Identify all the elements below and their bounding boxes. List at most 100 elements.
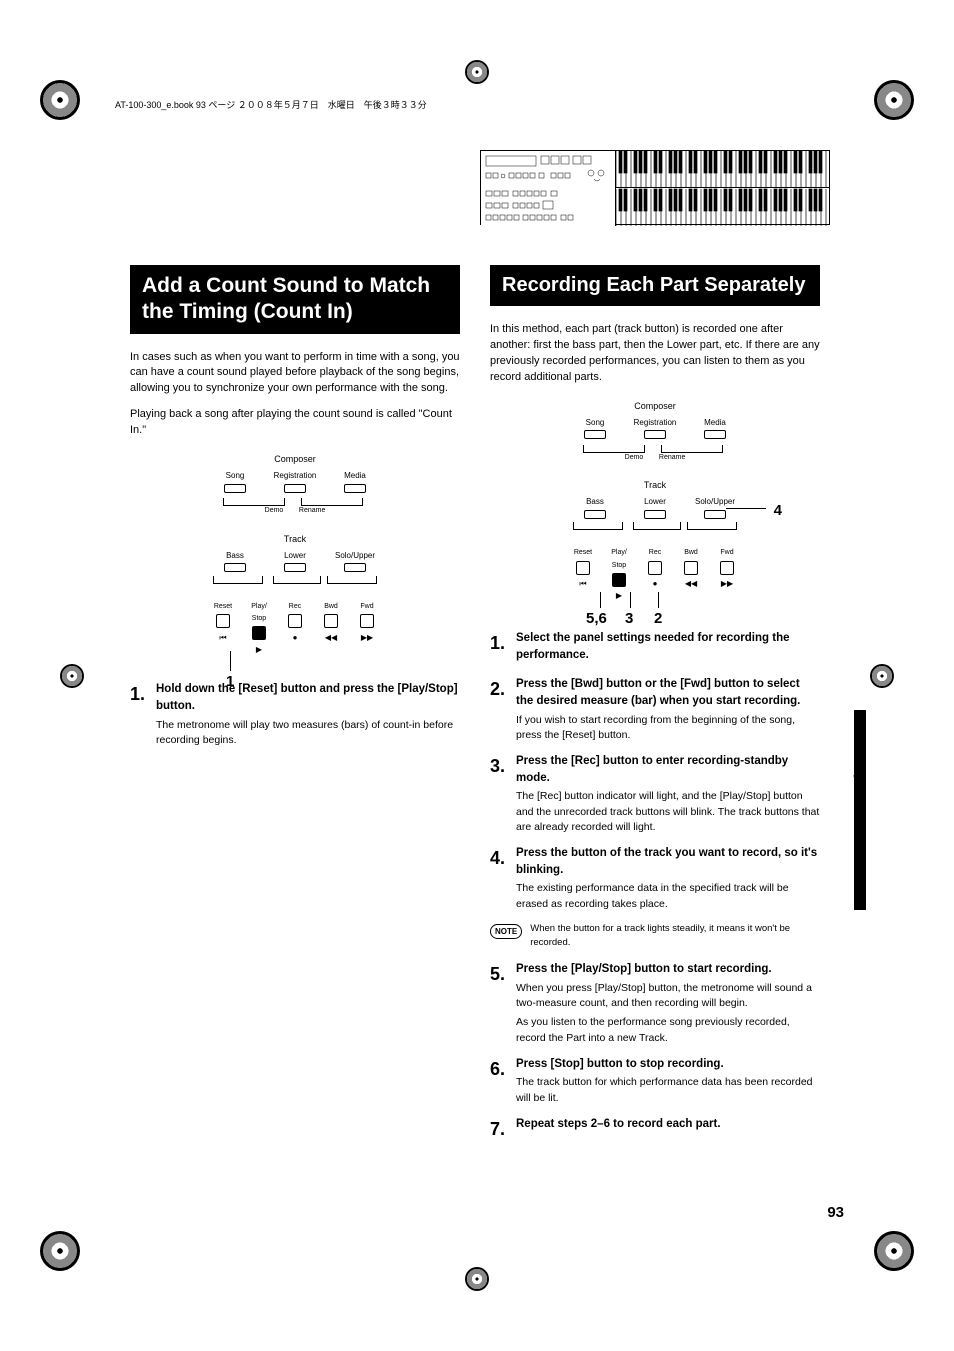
step-item: 1. Select the panel settings needed for … [490,630,820,666]
note-block: NOTE When the button for a track lights … [490,922,820,950]
right-column: Recording Each Part Separately In this m… [490,265,820,1152]
panel-button [576,561,590,575]
panel-button [344,563,366,572]
panel-btn-label: Lower [644,497,666,506]
panel-button [584,430,606,439]
panel-button [644,510,666,519]
panel-btn-label: Media [344,471,366,480]
step-item: 1. Hold down the [Reset] button and pres… [130,681,460,748]
panel-section-label: Composer [205,453,385,466]
step-heading: Select the panel settings needed for rec… [516,630,820,663]
callout-number: 2 [654,608,662,630]
callout-number: 3 [625,608,633,630]
step-heading: Hold down the [Reset] button and press t… [156,681,460,714]
panel-btn-label: Play/ Stop [251,603,267,622]
panel-section-label: Composer [565,400,745,413]
panel-btn-label: Registration [274,471,317,480]
panel-btn-label: Play/ Stop [611,549,627,568]
panel-button [612,573,626,587]
panel-btn-label: Reset [574,549,592,556]
callout-number: 4 [774,500,782,522]
panel-button [344,484,366,493]
composer-panel-diagram: Composer Song Registration Media Demo Re… [130,453,460,655]
panel-button [360,614,374,628]
panel-button [324,614,338,628]
step-heading: Press the [Bwd] button or the [Fwd] butt… [516,676,820,709]
crop-mark [465,1267,489,1291]
panel-btn-label: Solo/Upper [335,551,375,560]
panel-button [704,510,726,519]
panel-button [648,561,662,575]
step-body: The existing performance data in the spe… [516,881,820,911]
step-item: 2. Press the [Bwd] button or the [Fwd] b… [490,676,820,743]
crop-mark [60,664,84,688]
crop-mark [465,60,489,84]
intro-text: Playing back a song after playing the co… [130,407,460,439]
step-heading: Press the [Play/Stop] button to start re… [516,961,820,978]
step-number: 4. [490,845,508,871]
step-heading: Press [Stop] button to stop recording. [516,1056,820,1073]
section-heading: Add a Count Sound to Match the Timing (C… [130,265,460,334]
crop-mark [870,664,894,688]
panel-btn-label: Rec [289,603,301,610]
panel-section-label: Track [565,479,745,492]
crop-mark [40,80,80,120]
header-metadata: AT-100-300_e.book 93 ページ ２００８年５月７日 水曜日 午… [115,98,427,111]
panel-btn-label: Fwd [720,549,733,556]
panel-button [224,563,246,572]
panel-button [284,563,306,572]
step-heading: Press the [Rec] button to enter recordin… [516,753,820,786]
panel-button [288,614,302,628]
panel-btn-label: Media [704,418,726,427]
panel-sublabel: Demo [265,507,284,514]
section-heading: Recording Each Part Separately [490,265,820,306]
panel-section-label: Track [205,533,385,546]
panel-button [284,484,306,493]
panel-sublabel: Rename [299,507,325,514]
panel-sublabel: Demo [625,454,644,461]
step-body: The [Rec] button indicator will light, a… [516,789,820,835]
intro-text: In cases such as when you want to perfor… [130,350,460,398]
panel-button [224,484,246,493]
panel-btn-label: Bass [226,551,244,560]
panel-btn-label: Bass [586,497,604,506]
panel-button [720,561,734,575]
crop-mark [874,1231,914,1271]
step-body: The track button for which performance d… [516,1075,820,1105]
composer-panel-diagram: Composer Song Registration Media Demo Re… [490,400,820,602]
panel-button [252,626,266,640]
crop-mark [40,1231,80,1271]
keyboard-diagram [480,150,830,225]
step-number: 7. [490,1116,508,1142]
step-heading: Press the button of the track you want t… [516,845,820,878]
step-body: If you wish to start recording from the … [516,713,820,743]
panel-btn-label: Rec [649,549,661,556]
note-text: When the button for a track lights stead… [530,922,820,950]
panel-button [584,510,606,519]
page-number: 93 [827,1204,844,1221]
panel-btn-label: Registration [634,418,677,427]
note-label: NOTE [490,924,522,940]
panel-btn-label: Lower [284,551,306,560]
step-number: 6. [490,1056,508,1082]
step-item: 6. Press [Stop] button to stop recording… [490,1056,820,1106]
panel-btn-label: Bwd [324,603,338,610]
step-item: 5. Press the [Play/Stop] button to start… [490,961,820,1046]
step-item: 7. Repeat steps 2–6 to record each part. [490,1116,820,1142]
step-body: When you press [Play/Stop] button, the m… [516,981,820,1011]
step-number: 1. [130,681,148,707]
step-heading: Repeat steps 2–6 to record each part. [516,1116,820,1133]
panel-button [684,561,698,575]
crop-mark [874,80,914,120]
callout-number: 1 [226,671,234,693]
step-body: As you listen to the performance song pr… [516,1015,820,1045]
section-tab-label: Record and Playback Your Performance [853,720,862,862]
panel-button [216,614,230,628]
step-item: 4. Press the button of the track you wan… [490,845,820,912]
panel-button [704,430,726,439]
left-column: Add a Count Sound to Match the Timing (C… [130,265,460,1152]
panel-btn-label: Reset [214,603,232,610]
step-number: 3. [490,753,508,779]
step-number: 5. [490,961,508,987]
panel-btn-label: Solo/Upper [695,497,735,506]
